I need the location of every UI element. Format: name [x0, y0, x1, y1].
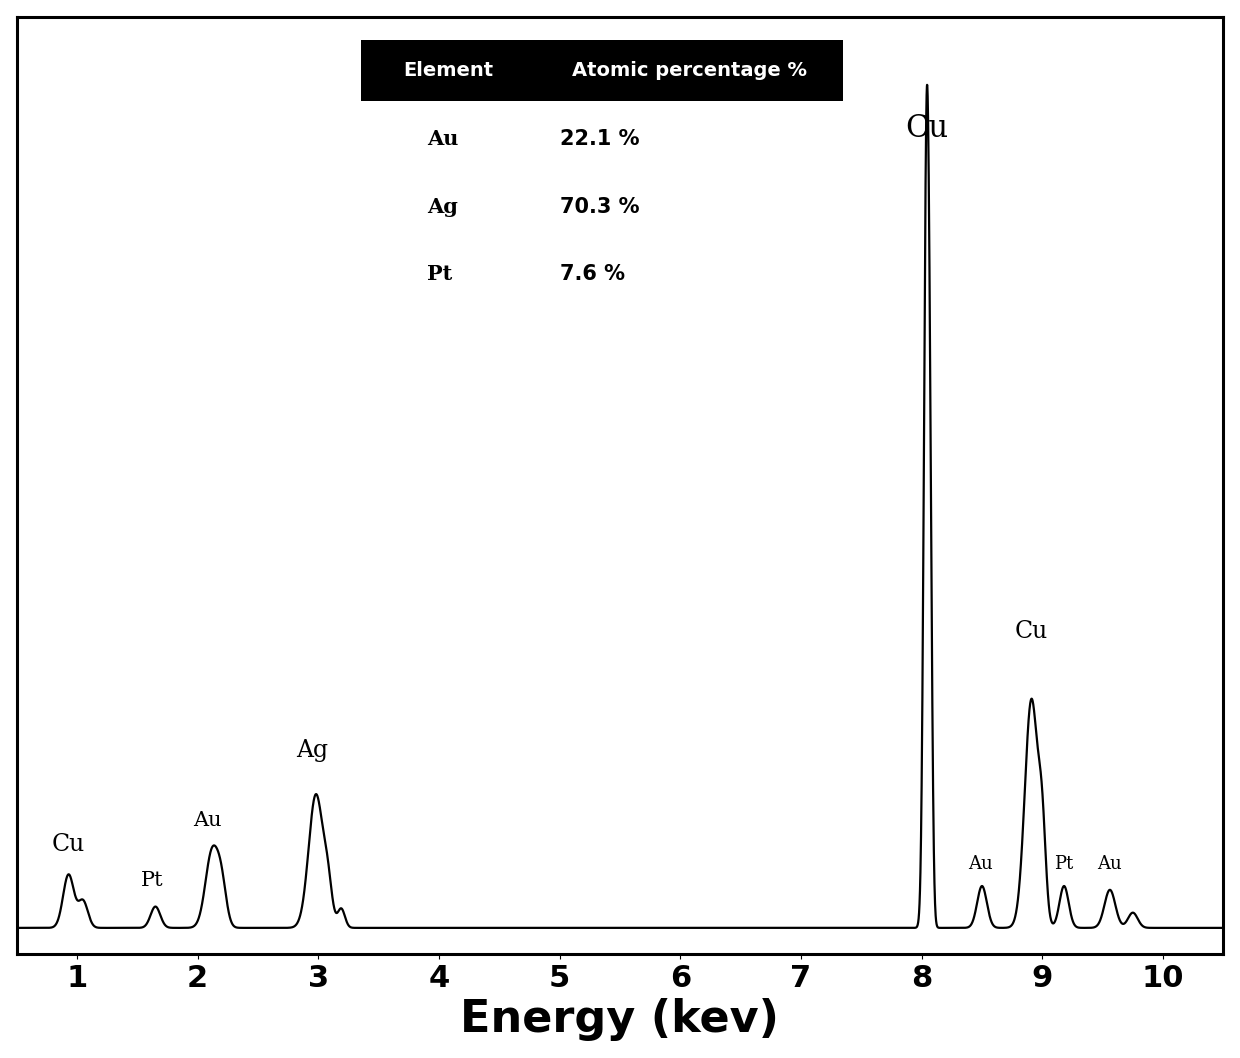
Text: Au: Au: [193, 811, 222, 831]
Text: Element: Element: [403, 61, 494, 80]
Text: 22.1 %: 22.1 %: [559, 129, 639, 149]
Text: Ag: Ag: [427, 197, 458, 217]
Text: Pt: Pt: [1054, 855, 1074, 873]
Text: Pt: Pt: [140, 871, 164, 890]
X-axis label: Energy (kev): Energy (kev): [460, 999, 780, 1041]
Text: Atomic percentage %: Atomic percentage %: [572, 61, 807, 80]
Bar: [361, 40, 843, 101]
Text: Au: Au: [968, 855, 993, 873]
Text: 7.6 %: 7.6 %: [559, 264, 625, 285]
Text: Au: Au: [1097, 855, 1122, 873]
Text: Pt: Pt: [427, 264, 453, 285]
Text: Ag: Ag: [296, 740, 329, 763]
Text: Cu: Cu: [905, 113, 949, 145]
Text: Cu: Cu: [1014, 620, 1048, 643]
Text: 70.3 %: 70.3 %: [559, 197, 639, 217]
Text: Au: Au: [427, 129, 459, 149]
Text: Cu: Cu: [52, 833, 86, 856]
